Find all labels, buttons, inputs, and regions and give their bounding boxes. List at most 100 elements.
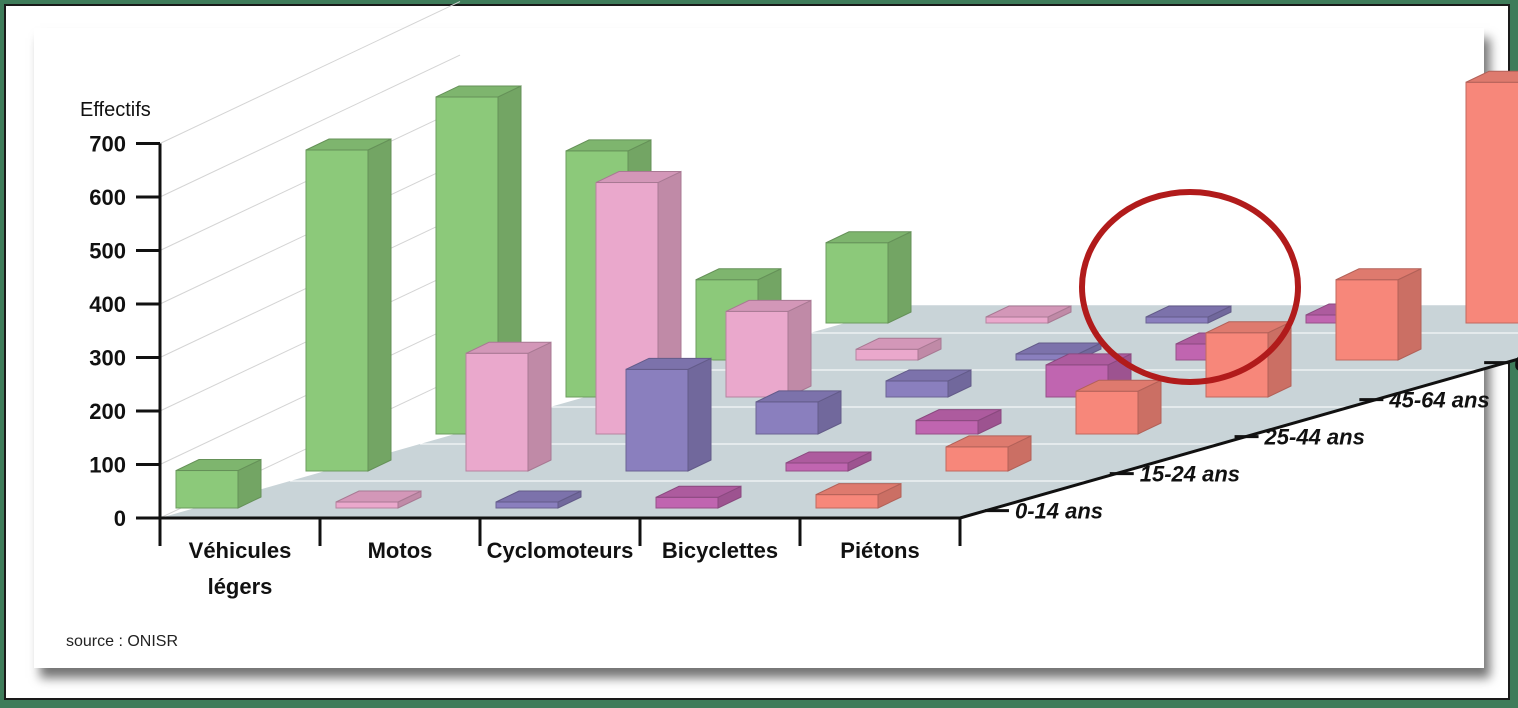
depth-label: 15-24 ans <box>1140 462 1240 487</box>
bar-top <box>755 390 842 403</box>
bar <box>655 485 742 509</box>
y-axis-label: Effectifs <box>80 99 151 121</box>
source-note: source : ONISR <box>66 633 178 650</box>
bar-front <box>755 401 819 435</box>
bar-top <box>435 85 522 98</box>
bar <box>625 357 712 472</box>
bar-top <box>855 337 942 350</box>
depth-label: 45-64 ans <box>1388 388 1489 413</box>
bar <box>1465 70 1518 324</box>
bar-top <box>725 299 812 312</box>
bar <box>985 305 1072 324</box>
bar-top <box>915 409 1002 422</box>
y-tick-label: 500 <box>89 239 126 264</box>
bar-side <box>1397 267 1422 361</box>
bar <box>785 451 872 472</box>
y-tick-label: 400 <box>89 292 126 317</box>
y-tick-label: 100 <box>89 453 126 478</box>
bar-front <box>335 501 399 509</box>
bar-side <box>367 138 392 472</box>
bar-side <box>887 230 912 324</box>
bar-top <box>655 485 742 498</box>
depth-label: 0-14 ans <box>1015 499 1103 524</box>
bar-front <box>855 348 919 361</box>
bar-top <box>1465 70 1518 83</box>
bar <box>885 369 972 398</box>
bar <box>945 435 1032 472</box>
bar-front <box>985 316 1049 324</box>
bar-top <box>625 357 712 370</box>
bar <box>1145 305 1232 324</box>
bar-front <box>825 242 889 324</box>
bar <box>815 482 902 509</box>
bar <box>825 230 912 324</box>
bar-front <box>1335 279 1399 361</box>
category-label: Piétons <box>840 538 919 563</box>
y-tick-label: 0 <box>114 506 126 531</box>
bar-front <box>1205 332 1269 398</box>
depth-axis-line <box>959 357 1518 520</box>
bar <box>175 458 262 509</box>
bar-top <box>305 138 392 151</box>
bar-top <box>465 341 552 354</box>
bar-front <box>1145 316 1209 324</box>
bar-front <box>655 496 719 509</box>
labels: 0 100 200 300 400 500 600 700 Véhicules légers Mot… <box>89 132 1518 600</box>
bar <box>495 490 582 509</box>
bar-front <box>1075 390 1139 435</box>
depth-label: 65-74 ans <box>1514 351 1518 376</box>
bar <box>1075 379 1162 435</box>
bar-front <box>815 494 879 509</box>
bar-top <box>825 231 912 244</box>
bar-top <box>1145 305 1232 318</box>
category-label: Bicyclettes <box>662 538 778 563</box>
bar-front <box>175 470 239 509</box>
bar-top <box>815 483 902 496</box>
bar-front <box>495 501 559 509</box>
bar-top <box>175 459 262 472</box>
y-tick-label: 200 <box>89 399 126 424</box>
bar-front <box>305 149 369 472</box>
bar-top <box>335 490 422 503</box>
bar-side <box>527 341 552 472</box>
bar <box>755 390 842 435</box>
bar-top <box>1335 268 1422 281</box>
bar <box>1205 321 1292 398</box>
bar-front <box>465 352 529 472</box>
bar-front <box>1465 81 1518 324</box>
bar-top <box>565 139 652 152</box>
bar <box>855 337 942 361</box>
category-label: Cyclomoteurs <box>487 538 634 563</box>
bar <box>465 341 552 472</box>
bar <box>725 299 812 398</box>
bar-top <box>495 490 582 503</box>
y-tick-label: 300 <box>89 346 126 371</box>
bar-top <box>785 451 872 464</box>
category-label: légers <box>208 574 273 599</box>
bars <box>175 70 1518 509</box>
bar-front <box>725 310 789 398</box>
bar-top <box>945 435 1032 448</box>
bar-side <box>687 357 712 472</box>
bar-top <box>985 305 1072 318</box>
highlight-circle <box>1079 189 1301 385</box>
bar-front <box>915 420 979 435</box>
category-label: Motos <box>368 538 433 563</box>
bar-top <box>1045 353 1132 366</box>
bar-front <box>625 368 689 472</box>
bar <box>915 408 1002 435</box>
bar-top <box>695 268 782 281</box>
bar-front <box>885 380 949 398</box>
y-tick-label: 600 <box>89 185 126 210</box>
wall-gridline <box>159 1 461 144</box>
bar <box>1335 267 1422 361</box>
bar-front <box>945 446 1009 472</box>
bar <box>305 138 392 472</box>
depth-label: 25-44 ans <box>1264 425 1365 450</box>
category-label: Véhicules <box>189 538 292 563</box>
bar-top <box>885 369 972 382</box>
bar <box>335 490 422 509</box>
bar-top <box>595 171 682 184</box>
bar-front <box>785 462 849 472</box>
